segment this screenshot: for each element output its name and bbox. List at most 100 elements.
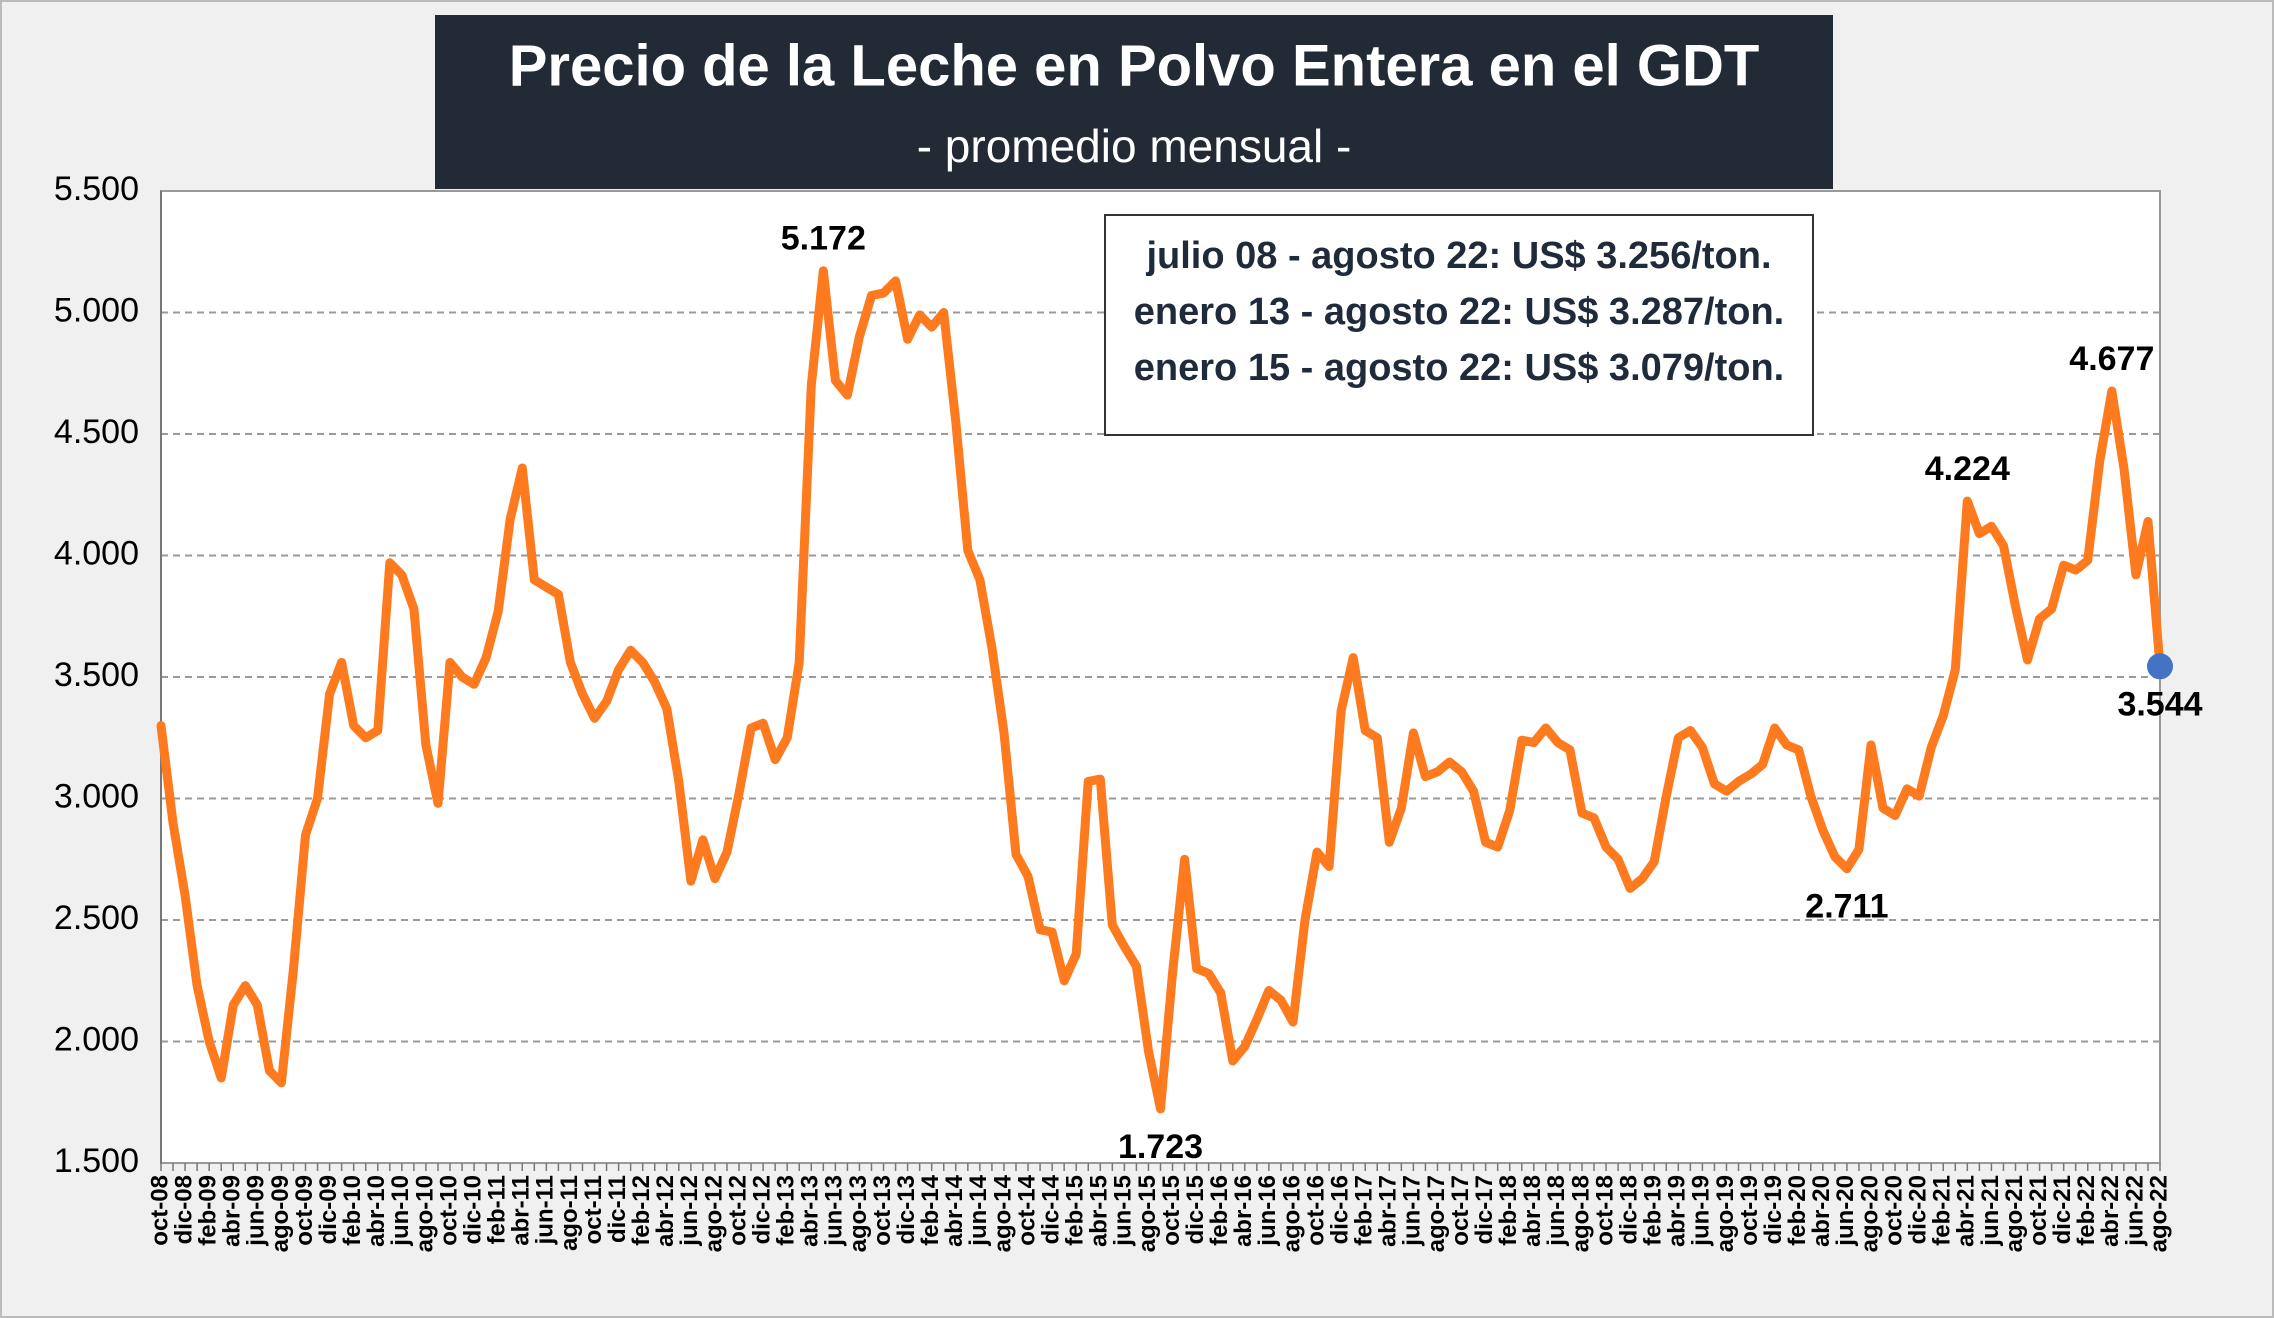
chart-title: Precio de la Leche en Polvo Entera en el… [509,33,1760,98]
x-tick-label: dic-12 [748,1175,775,1244]
x-tick-label: jun-11 [532,1175,559,1245]
x-tick-label: abr-21 [1953,1175,1980,1247]
x-tick-label: feb-13 [773,1175,800,1246]
x-tick-label: abr-13 [797,1175,824,1247]
x-tick-label: jun-19 [1688,1175,1715,1247]
y-tick-label: 2.000 [54,1020,139,1058]
x-tick-label: feb-09 [195,1175,222,1246]
x-tick-label: feb-12 [628,1175,655,1246]
x-tick-label: dic-11 [604,1175,631,1243]
title-box [435,15,1833,189]
x-tick-label: dic-13 [893,1175,920,1244]
x-tick-label: oct-19 [1736,1175,1763,1246]
x-tick-label: ago-13 [845,1175,872,1252]
x-tick-label: ago-11 [556,1175,583,1251]
y-tick-label: 3.500 [54,656,139,694]
chart-subtitle: - promedio mensual - [917,120,1352,172]
value-label: 5.172 [781,220,866,258]
x-tick-label: abr-19 [1664,1175,1691,1247]
x-tick-label: oct-21 [2025,1175,2052,1246]
x-tick-label: dic-18 [1615,1175,1642,1244]
x-tick-label: oct-08 [146,1175,173,1246]
x-tick-label: ago-10 [411,1175,438,1252]
x-tick-label: jun-14 [965,1174,992,1246]
x-tick-label: abr-09 [219,1175,246,1247]
value-label: 1.723 [1118,1128,1203,1166]
x-tick-label: ago-21 [2001,1175,2028,1252]
value-label: 4.677 [2069,340,2154,378]
x-tick-label: ago-19 [1712,1175,1739,1252]
x-tick-label: feb-18 [1495,1175,1522,1246]
x-tick-label: jun-18 [1543,1175,1570,1247]
x-tick-label: abr-16 [1230,1175,1257,1247]
x-tick-label: dic-15 [1182,1175,1209,1244]
x-tick-label: ago-22 [2145,1175,2172,1252]
x-tick-label: abr-22 [2097,1175,2124,1247]
x-tick-label: ago-15 [1134,1175,1161,1252]
x-tick-label: oct-09 [291,1175,318,1246]
x-tick-label: ago-20 [1856,1175,1883,1252]
x-tick-label: feb-10 [339,1175,366,1246]
x-tick-label: jun-15 [1110,1175,1137,1247]
x-tick-label: ago-17 [1423,1175,1450,1252]
info-text: enero 13 - agosto 22: US$ 3.287/ton. [1134,291,1784,333]
x-tick-label: jun-16 [1254,1175,1281,1247]
x-tick-label: dic-08 [170,1175,197,1244]
x-tick-label: dic-09 [315,1175,342,1244]
x-tick-label: dic-21 [2049,1175,2076,1244]
value-label: 3.544 [2117,685,2202,723]
x-tick-label: feb-16 [1206,1175,1233,1246]
x-tick-label: dic-20 [1905,1175,1932,1244]
x-tick-label: oct-17 [1447,1175,1474,1246]
x-tick-label: jun-17 [1399,1175,1426,1247]
x-tick-label: dic-10 [459,1175,486,1244]
x-tick-label: oct-20 [1880,1175,1907,1246]
x-tick-label: jun-09 [243,1175,270,1247]
x-tick-label: abr-11 [508,1175,535,1246]
y-tick-label: 4.500 [54,413,139,451]
x-tick-label: feb-20 [1784,1175,1811,1246]
y-tick-label: 5.500 [54,170,139,208]
x-tick-label: oct-15 [1158,1175,1185,1246]
info-box [1104,214,1814,436]
x-tick-label: oct-18 [1591,1175,1618,1246]
x-tick-label: oct-16 [1302,1175,1329,1246]
x-tick-label: feb-21 [1929,1175,1956,1246]
x-tick-label: ago-09 [267,1175,294,1252]
x-tick-label: abr-20 [1808,1175,1835,1247]
x-tick-label: dic-17 [1471,1175,1498,1244]
x-tick-label: dic-16 [1326,1175,1353,1244]
x-tick-label: oct-13 [869,1175,896,1246]
x-tick-label: ago-16 [1278,1175,1305,1252]
y-tick-label: 1.500 [54,1142,139,1180]
x-tick-label: feb-17 [1351,1175,1378,1246]
x-tick-label: feb-14 [917,1174,944,1245]
y-tick-label: 3.000 [54,777,139,815]
y-tick-label: 4.000 [54,534,139,572]
info-text: enero 15 - agosto 22: US$ 3.079/ton. [1134,347,1784,389]
x-tick-label: abr-17 [1375,1175,1402,1247]
y-tick-label: 5.000 [54,291,139,329]
x-tick-label: jun-13 [821,1175,848,1247]
x-tick-label: feb-22 [2073,1175,2100,1246]
last-point [2147,653,2173,680]
x-tick-label: jun-10 [387,1175,414,1247]
value-label: 2.711 [1805,888,1888,926]
info-text: julio 08 - agosto 22: US$ 3.256/ton. [1145,235,1771,277]
x-tick-label: abr-15 [1086,1175,1113,1247]
x-tick-label: abr-10 [363,1175,390,1247]
x-tick-label: ago-14 [989,1174,1016,1252]
x-tick-label: jun-12 [676,1175,703,1247]
x-tick-label: feb-15 [1062,1175,1089,1246]
x-tick-label: oct-10 [435,1175,462,1246]
x-tick-label: ago-18 [1567,1175,1594,1252]
x-tick-label: feb-11 [484,1175,511,1244]
value-label: 4.224 [1925,450,2010,488]
x-tick-label: abr-14 [941,1174,968,1247]
x-tick-label: feb-19 [1640,1175,1667,1246]
x-tick-label: abr-18 [1519,1175,1546,1247]
x-tick-label: jun-22 [2121,1175,2148,1247]
y-tick-label: 2.500 [54,899,139,937]
x-tick-label: dic-19 [1760,1175,1787,1244]
